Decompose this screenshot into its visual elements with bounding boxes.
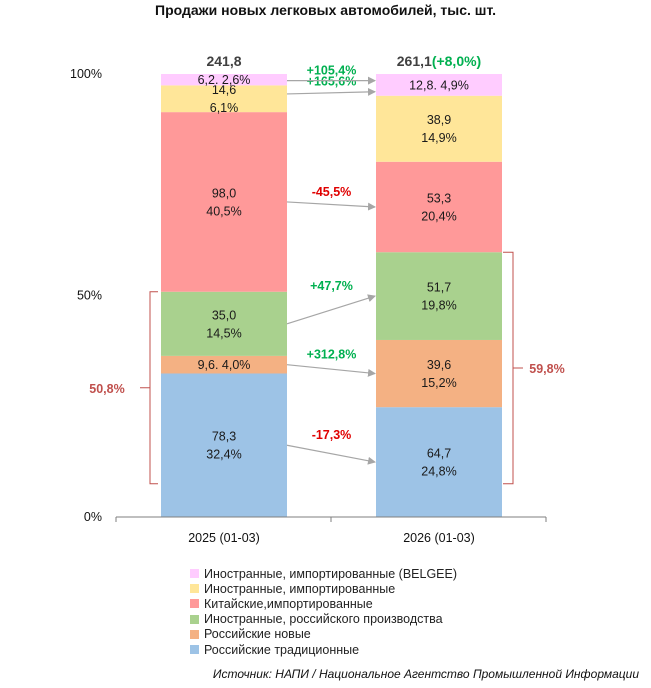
bar-segment — [376, 95, 502, 162]
total-label: 261,1(+8,0%) — [397, 53, 481, 69]
bar-segment — [161, 291, 287, 356]
source-note: Источник: НАПИ / Национальное Агентство … — [212, 667, 639, 681]
bar-segment — [376, 339, 502, 408]
x-tick-label: 2025 (01-03) — [188, 531, 260, 545]
bar-segment — [376, 161, 502, 253]
bar-segment — [376, 407, 502, 517]
data-label: 98,0 — [212, 186, 236, 200]
legend-swatch — [190, 645, 199, 655]
y-tick-label: 0% — [84, 510, 102, 524]
bar-segment — [161, 112, 287, 292]
bracket-left — [149, 291, 158, 485]
change-label: +47,7% — [310, 279, 353, 293]
change-arrow — [286, 294, 376, 325]
legend-label: Российские традиционные — [204, 642, 360, 657]
bar-segment — [161, 355, 287, 374]
data-label: 15,2% — [421, 376, 456, 390]
legend-label: Российские новые — [204, 627, 311, 642]
bar-segment — [161, 74, 287, 86]
data-label: 24,8% — [421, 465, 456, 479]
change-label: -17,3% — [312, 428, 352, 442]
data-label: 9,6. 4,0% — [198, 358, 251, 372]
bracket-label: 50,8% — [89, 382, 124, 396]
data-label: 40,5% — [206, 204, 241, 218]
data-label: 6,2. 2,6% — [198, 73, 251, 87]
data-label: 14,6 — [212, 83, 236, 97]
legend-label: Иностранные, импортированные (BELGEE) — [204, 566, 458, 581]
total-label: 241,8 — [206, 53, 241, 69]
data-label: 19,8% — [421, 299, 456, 313]
bar-segment — [161, 373, 287, 517]
bar-segment — [376, 252, 502, 340]
legend-item: Российские новые — [190, 627, 457, 642]
x-tick-label: 2026 (01-03) — [403, 531, 475, 545]
change-arrow — [286, 201, 376, 211]
legend-item: Иностранные, импортированные — [190, 581, 457, 596]
change-arrow — [286, 444, 376, 465]
legend-swatch — [190, 629, 199, 639]
data-label: 35,0 — [212, 308, 236, 322]
chart-title: Продажи новых легковых автомобилей, тыс.… — [155, 2, 496, 18]
data-label: 14,9% — [421, 131, 456, 145]
legend-swatch — [190, 569, 199, 579]
data-label: 32,4% — [206, 448, 241, 462]
legend-item: Иностранные, импортированные (BELGEE) — [190, 566, 457, 581]
data-label: 39,6 — [427, 358, 451, 372]
legend: Иностранные, импортированные (BELGEE) Ино… — [190, 566, 457, 657]
data-label: 78,3 — [212, 430, 236, 444]
legend-swatch — [190, 584, 199, 594]
change-arrow — [286, 364, 376, 377]
data-label: 64,7 — [427, 447, 451, 461]
legend-swatch — [190, 614, 199, 624]
change-arrow — [286, 87, 376, 96]
data-label: 14,5% — [206, 326, 241, 340]
change-label: +105,4% — [307, 64, 357, 78]
y-tick-label: 50% — [77, 289, 102, 303]
legend-item: Иностранные, российского производства — [190, 612, 457, 627]
data-label: 51,7 — [427, 281, 451, 295]
bar-segment — [161, 85, 287, 113]
change-label: +312,8% — [307, 348, 357, 362]
legend-item: Китайские,импортированные — [190, 596, 457, 611]
legend-item: Российские традиционные — [190, 642, 457, 657]
bar-segment — [376, 74, 502, 96]
bracket-right — [503, 251, 514, 485]
change-label: -45,5% — [312, 185, 352, 199]
data-label: 38,9 — [427, 113, 451, 127]
legend-label: Иностранные, российского производства — [204, 612, 443, 627]
data-label: 53,3 — [427, 191, 451, 205]
legend-swatch — [190, 599, 199, 609]
bracket-label: 59,8% — [529, 362, 564, 376]
legend-label: Иностранные, импортированные — [204, 581, 396, 596]
data-label: 12,8. 4,9% — [409, 78, 469, 92]
data-label: 20,4% — [421, 209, 456, 223]
data-label: 6,1% — [210, 101, 239, 115]
y-tick-label: 100% — [70, 67, 102, 81]
change-label: +165,6% — [307, 75, 357, 89]
legend-label: Китайские,импортированные — [204, 596, 373, 611]
